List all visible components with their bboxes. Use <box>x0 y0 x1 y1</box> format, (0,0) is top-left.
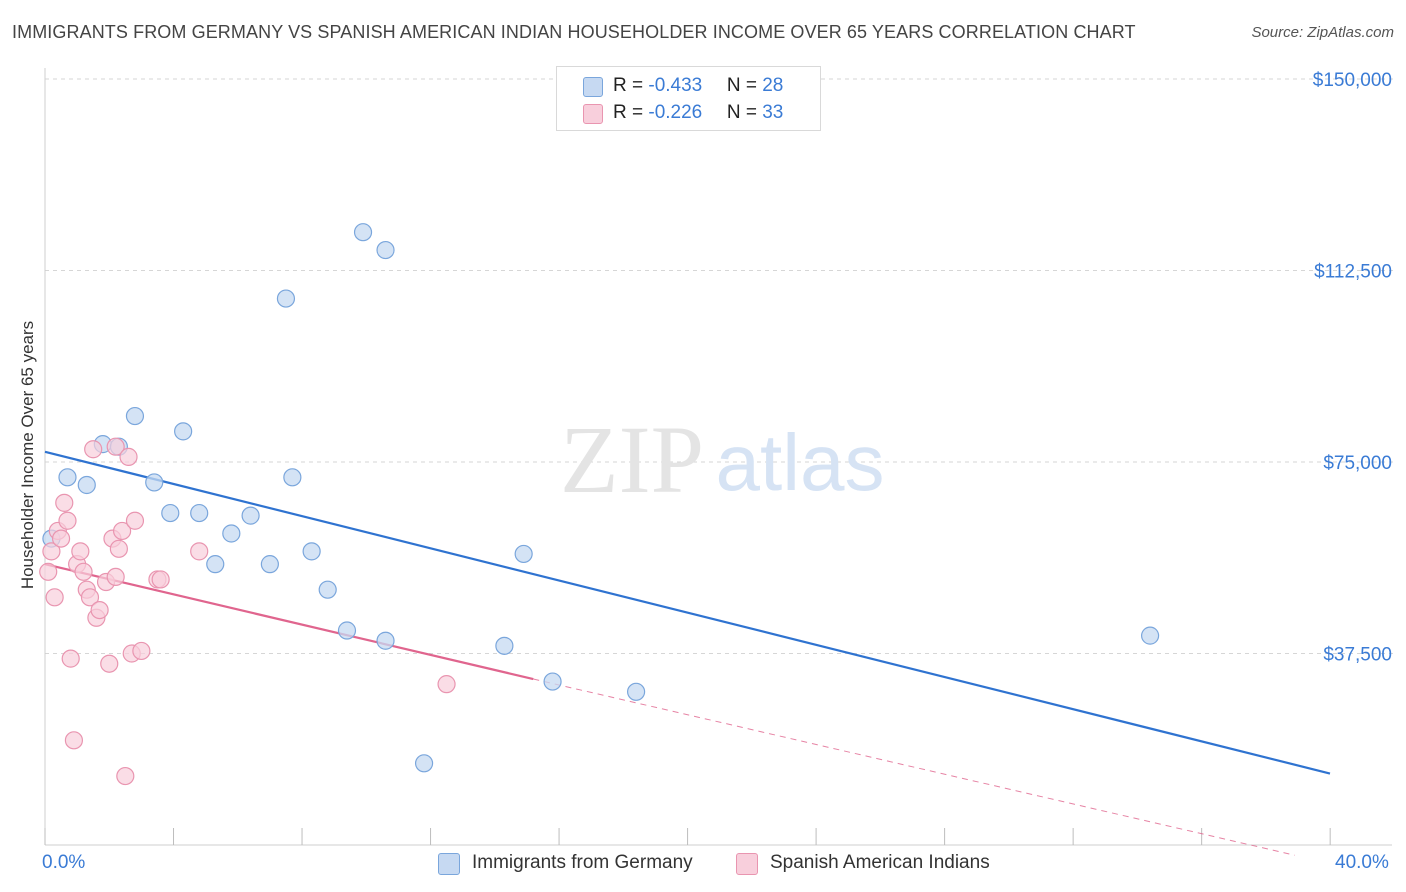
spanish-point <box>100 654 119 673</box>
trend-lines <box>44 450 1331 856</box>
y-tick-label: $75,000 <box>1323 453 1392 474</box>
germany-point <box>222 524 241 543</box>
germany-point <box>241 506 260 525</box>
germany-point <box>1140 626 1160 645</box>
germany-point <box>276 289 296 308</box>
germany-point <box>376 240 395 260</box>
y-tick-label: $112,500 <box>1314 262 1392 283</box>
spanish-point <box>80 588 100 607</box>
legend-n-value-germany: 28 <box>762 75 784 96</box>
spanish-point <box>106 567 125 587</box>
spanish-point <box>39 562 58 581</box>
germany-point <box>206 555 225 574</box>
germany-point <box>161 503 180 523</box>
spanish-point <box>42 542 61 561</box>
germany-point <box>283 468 302 487</box>
watermark-atlas: atlas <box>716 418 885 507</box>
spanish-point <box>112 521 132 541</box>
spanish-point <box>64 731 84 750</box>
spanish-point <box>190 542 209 561</box>
legend-n-label: N = <box>726 102 763 123</box>
spanish-point <box>106 437 125 456</box>
legend-swatch-spanish <box>583 104 603 124</box>
spanish-point <box>125 511 145 530</box>
germany-point <box>495 636 514 655</box>
legend-swatch-germany <box>583 77 603 97</box>
spanish-point <box>437 675 456 694</box>
legend-r-label: R = <box>613 75 649 96</box>
legend-n-label: N = <box>726 75 763 96</box>
watermark-zip: ZIP <box>560 406 704 513</box>
legend-r-value-germany: -0.433 <box>648 75 703 96</box>
spanish-point <box>45 588 64 607</box>
germany-point <box>514 544 533 564</box>
spanish-point <box>151 570 170 589</box>
spanish-point <box>109 539 128 558</box>
spanish-point <box>119 447 138 466</box>
germany-point <box>260 555 279 574</box>
spanish-point <box>55 493 74 512</box>
germany-point <box>77 475 96 495</box>
y-tick-labels: $37,500 $75,000 $112,500 $150,000 <box>1313 70 1392 666</box>
series-label-germany: Immigrants from Germany <box>472 852 693 873</box>
x-tick-min: 0.0% <box>42 852 86 873</box>
germany-points <box>42 223 1160 773</box>
germany-point <box>626 682 646 701</box>
series-swatch-germany <box>438 853 460 875</box>
germany-point <box>337 621 357 640</box>
spanish-trend-line <box>44 563 534 681</box>
legend-r-label: R = <box>613 102 649 123</box>
y-tick-label: $150,000 <box>1313 70 1392 91</box>
spanish-point <box>116 766 135 786</box>
axes <box>44 68 1392 846</box>
series-label-spanish: Spanish American Indians <box>770 852 990 873</box>
germany-point <box>376 631 395 650</box>
spanish-point <box>90 600 109 620</box>
series-swatch-spanish <box>736 853 758 875</box>
legend-r-value-spanish: -0.226 <box>648 102 703 123</box>
germany-trend-line <box>44 450 1331 775</box>
germany-point <box>353 223 373 242</box>
spanish-point <box>51 529 71 548</box>
germany-point <box>125 406 145 426</box>
germany-point <box>174 422 193 441</box>
germany-point <box>145 473 164 492</box>
source-label: Source: ZipAtlas.com <box>1251 24 1394 41</box>
spanish-point <box>74 562 93 581</box>
spanish-points <box>39 437 456 786</box>
germany-point <box>58 468 77 487</box>
spanish-point <box>71 542 90 561</box>
spanish-point <box>132 641 151 661</box>
spanish-point <box>61 649 80 668</box>
x-tick-max: 40.0% <box>1335 852 1389 873</box>
y-axis-label: Householder Income Over 65 years <box>18 320 37 590</box>
chart-title: IMMIGRANTS FROM GERMANY VS SPANISH AMERI… <box>12 22 1136 42</box>
germany-point <box>318 580 337 599</box>
germany-point <box>302 542 321 561</box>
germany-point <box>543 672 562 691</box>
spanish-point <box>84 440 103 459</box>
spanish-point <box>58 511 77 530</box>
spanish-trend-extension <box>533 678 1295 856</box>
germany-point <box>190 503 209 523</box>
y-tick-label: $37,500 <box>1323 645 1392 666</box>
grid-lines <box>45 78 1395 654</box>
legend-n-value-spanish: 33 <box>762 102 784 123</box>
germany-point <box>414 754 434 773</box>
correlation-legend: R = -0.433 N = 28 R = -0.226 N = 33 <box>556 66 821 131</box>
